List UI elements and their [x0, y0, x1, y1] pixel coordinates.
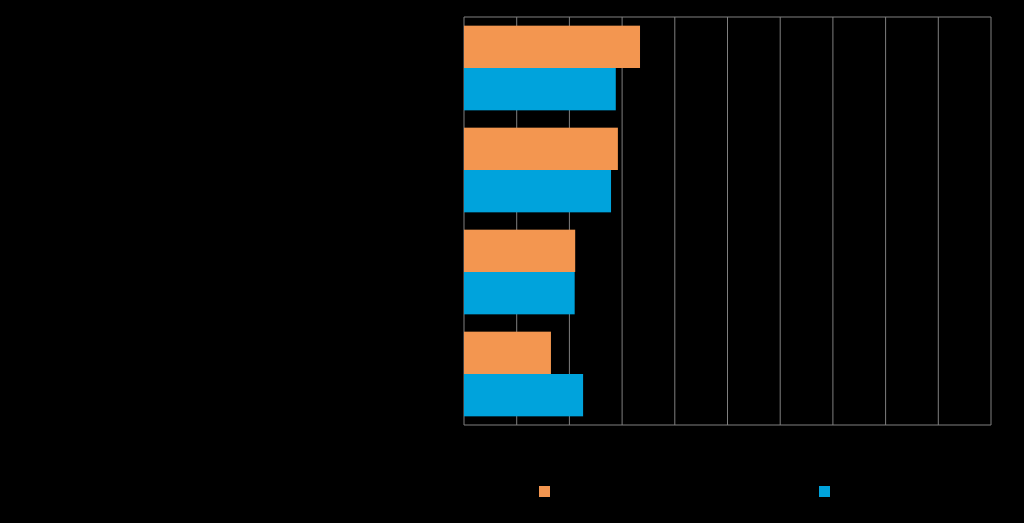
- bar: [464, 229, 576, 272]
- bar: [464, 374, 584, 417]
- bar: [464, 25, 641, 69]
- legend-swatch: [539, 486, 550, 497]
- bar: [464, 331, 551, 374]
- legend-swatch: [819, 486, 830, 497]
- bar: [464, 127, 618, 170]
- bar: [464, 272, 575, 315]
- bar: [464, 68, 616, 111]
- bar: [464, 170, 612, 213]
